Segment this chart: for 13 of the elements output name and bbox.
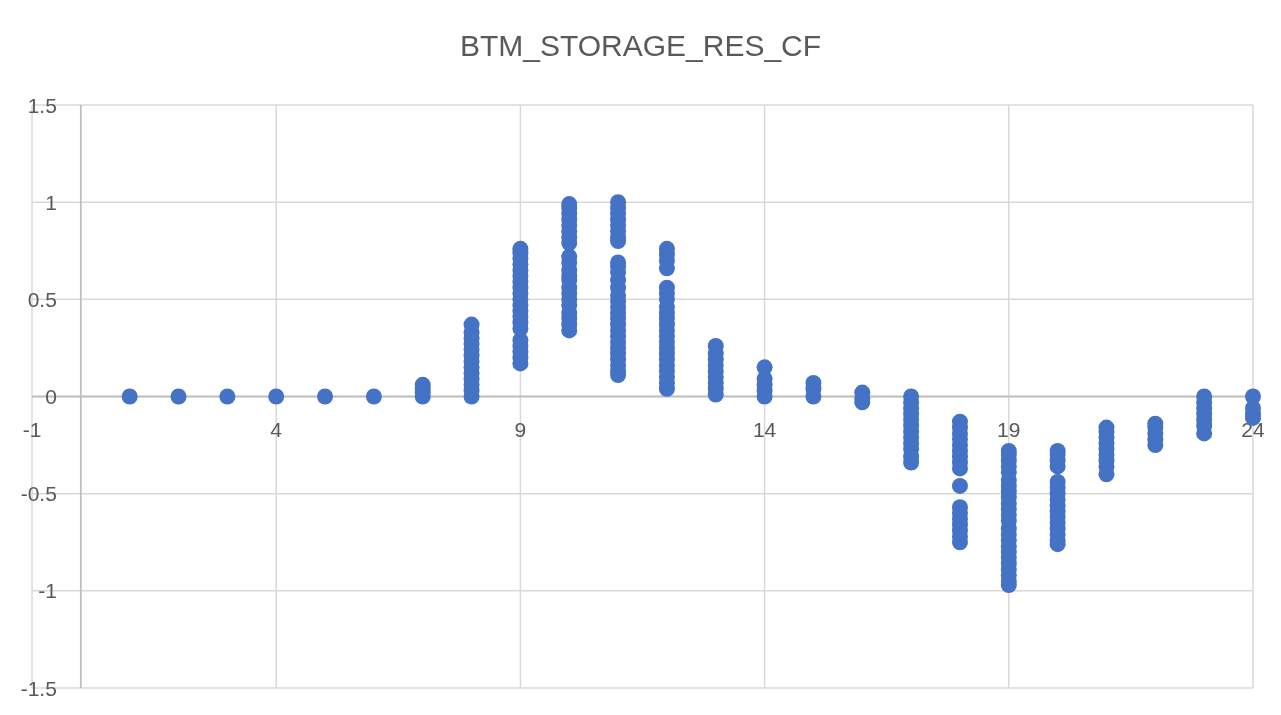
x-tick-label: 19 xyxy=(997,418,1021,441)
x-tick-label: 14 xyxy=(752,418,777,441)
y-tick-label: 1.5 xyxy=(27,93,57,117)
chart-title: BTM_STORAGE_RES_CF xyxy=(459,29,822,62)
x-tick-label: 9 xyxy=(514,418,527,441)
y-tick-label: -1.5 xyxy=(20,676,57,700)
x-tick-label: 24 xyxy=(1241,418,1265,441)
y-tick-label: -1 xyxy=(38,579,57,603)
y-tick-label: 0.5 xyxy=(27,287,57,311)
y-tick-label: 1 xyxy=(45,190,57,214)
y-tick-label: 0 xyxy=(45,385,57,408)
y-tick-label: -0.5 xyxy=(20,482,57,506)
x-tick-label: 4 xyxy=(270,418,283,441)
